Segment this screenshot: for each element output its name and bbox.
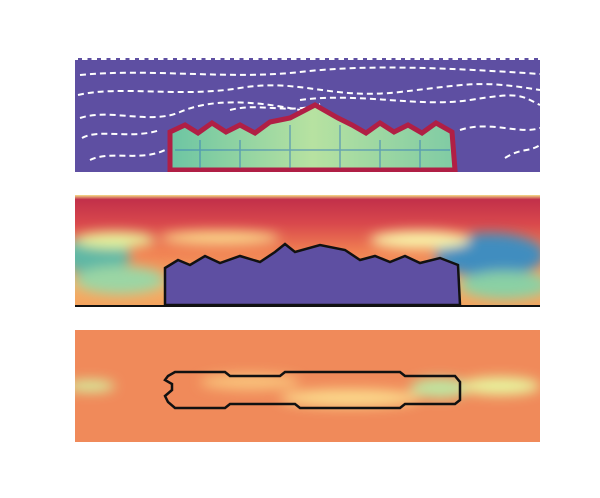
tick [467, 58, 472, 63]
tick [268, 58, 272, 63]
tick [97, 58, 101, 63]
tick [135, 58, 139, 63]
tick [429, 58, 434, 63]
tick [515, 58, 519, 63]
tick [106, 58, 111, 63]
tick [325, 58, 329, 63]
tick [477, 58, 481, 63]
tick [173, 58, 177, 63]
tick [192, 58, 196, 63]
tick [296, 58, 301, 63]
tick [486, 58, 491, 63]
tick [382, 58, 386, 63]
tick [410, 58, 415, 63]
tick [524, 58, 529, 63]
tick [372, 58, 377, 63]
tick [163, 58, 168, 63]
tick [496, 58, 500, 63]
tick [249, 58, 253, 63]
tick [315, 58, 320, 63]
tick [306, 58, 310, 63]
tick [201, 58, 206, 63]
tick [505, 58, 510, 63]
tick [448, 58, 453, 63]
tick [439, 58, 443, 63]
tick [154, 58, 158, 63]
tick [391, 58, 396, 63]
tick [144, 58, 149, 63]
tick [211, 58, 215, 63]
tick [182, 58, 187, 63]
tick [239, 58, 244, 63]
tick [220, 58, 225, 63]
tick [78, 58, 82, 63]
tick [230, 58, 234, 63]
tick [363, 58, 367, 63]
tick [344, 58, 348, 63]
tick-row [78, 58, 538, 63]
tick [458, 58, 462, 63]
tick [420, 58, 424, 63]
panel-1 [75, 63, 540, 172]
tick [353, 58, 358, 63]
tick [287, 58, 291, 63]
tick [534, 58, 538, 63]
panel-3 [75, 330, 540, 442]
tick [87, 58, 92, 63]
tick [258, 58, 263, 63]
tick [116, 58, 120, 63]
tick [125, 58, 130, 63]
panel-2 [75, 195, 540, 307]
tick [334, 58, 339, 63]
tick [401, 58, 405, 63]
tick [277, 58, 282, 63]
